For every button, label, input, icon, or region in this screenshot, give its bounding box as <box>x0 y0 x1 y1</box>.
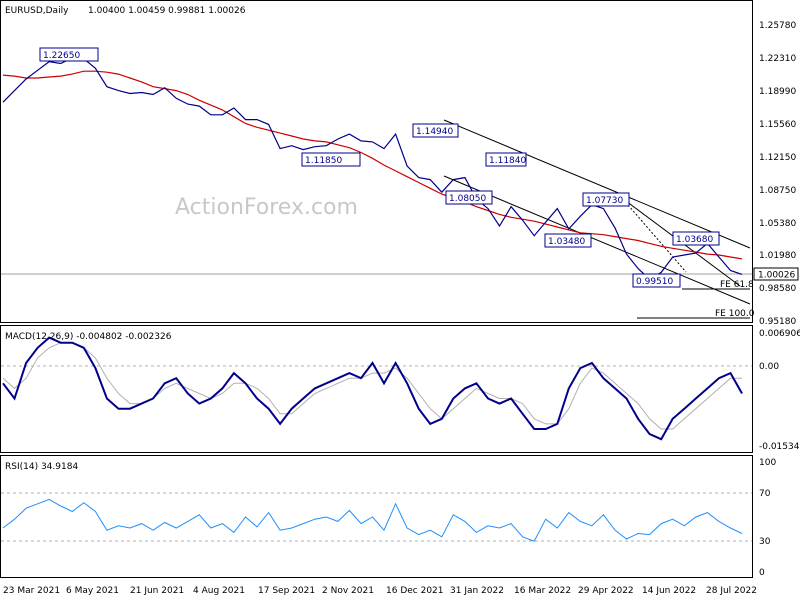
x-tick-label: 21 Jun 2021 <box>130 586 184 596</box>
annotation-box <box>632 273 681 288</box>
annotation-label: 0.99510 <box>636 277 673 287</box>
rsi-y-tick: 70 <box>759 489 771 499</box>
x-tick-label: 23 Mar 2021 <box>3 586 60 596</box>
price-annotations: 1.22650 1.11850 1.14940 1.11840 1.08050 … <box>39 47 720 288</box>
fe618-label: FE 61.8 <box>720 280 754 290</box>
rsi-y-tick: 0 <box>759 568 765 578</box>
rsi-panel <box>0 455 753 578</box>
annotation-label: 1.14940 <box>416 127 453 137</box>
macd-y-tick: 0.006906 <box>759 329 800 339</box>
x-axis: 23 Mar 2021 6 May 2021 21 Jun 2021 4 Aug… <box>3 586 757 596</box>
annotation-label: 1.03680 <box>676 235 713 245</box>
annotation-box <box>582 192 630 207</box>
price-y-tick: 1.01980 <box>759 251 796 261</box>
annotation-label: 1.08050 <box>449 194 486 204</box>
annotation-box <box>39 47 99 62</box>
price-y-tick: 1.22310 <box>759 54 796 64</box>
annotation-label: 1.22650 <box>43 51 80 61</box>
price-y-tick: 0.95180 <box>759 317 796 327</box>
rsi-line <box>2 498 743 542</box>
x-tick-label: 16 Dec 2021 <box>386 586 444 596</box>
macd-signal-line <box>2 342 742 430</box>
annotation-label: 1.07730 <box>586 196 623 206</box>
price-y-axis: 1.25780 1.22310 1.18990 1.15560 1.12150 … <box>759 21 796 327</box>
channel-upper-line <box>443 119 751 249</box>
x-tick-label: 28 Jul 2022 <box>706 586 757 596</box>
rsi-title: RSI(14) 34.9184 <box>5 462 78 472</box>
x-tick-label: 16 Mar 2022 <box>514 586 571 596</box>
current-price-label: 1.00026 <box>758 271 795 281</box>
rsi-y-tick: 100 <box>759 458 776 468</box>
rsi-y-tick: 30 <box>759 537 771 547</box>
annotation-box <box>445 190 493 205</box>
macd-y-tick: 0.00 <box>759 362 779 372</box>
x-tick-label: 31 Jan 2022 <box>450 586 504 596</box>
price-panel <box>0 0 753 323</box>
macd-y-tick: -0.015348 <box>759 442 800 452</box>
x-tick-label: 4 Aug 2021 <box>193 586 245 596</box>
channel-lower-line <box>443 175 751 305</box>
price-y-tick: 1.05380 <box>759 219 796 229</box>
price-y-tick: 1.18990 <box>759 87 796 97</box>
price-y-tick: 1.12150 <box>759 153 796 163</box>
price-y-tick: 0.98580 <box>759 284 796 294</box>
annotation-box <box>412 123 459 138</box>
fib-dashed-line <box>627 204 687 273</box>
price-y-tick: 1.08750 <box>759 186 796 196</box>
annotation-label: 1.11850 <box>305 156 342 166</box>
macd-title: MACD(12,26,9) -0.004802 -0.002326 <box>5 332 172 342</box>
macd-panel <box>0 325 753 453</box>
ohlc-header: 1.00400 1.00459 0.99881 1.00026 <box>88 6 246 16</box>
x-tick-label: 6 May 2021 <box>66 586 119 596</box>
macd-line <box>2 336 743 441</box>
watermark: ActionForex.com <box>175 195 358 220</box>
price-title: EURUSD,Daily <box>5 6 69 16</box>
current-price-box <box>753 267 799 281</box>
price-y-tick: 1.25780 <box>759 21 796 31</box>
annotation-box <box>544 233 592 248</box>
fe100-label: FE 100.0 <box>715 309 755 319</box>
annotation-box <box>301 152 361 167</box>
x-tick-label: 2 Nov 2021 <box>322 586 374 596</box>
annotation-box <box>485 152 527 167</box>
x-tick-label: 17 Sep 2021 <box>258 586 315 596</box>
annotation-box <box>672 231 720 246</box>
annotation-label: 1.11840 <box>489 156 526 166</box>
price-y-tick: 1.15560 <box>759 120 796 130</box>
x-tick-label: 29 Apr 2022 <box>578 586 634 596</box>
price-line <box>2 57 743 280</box>
annotation-label: 1.03480 <box>548 237 585 247</box>
x-tick-label: 14 Jun 2022 <box>642 586 696 596</box>
